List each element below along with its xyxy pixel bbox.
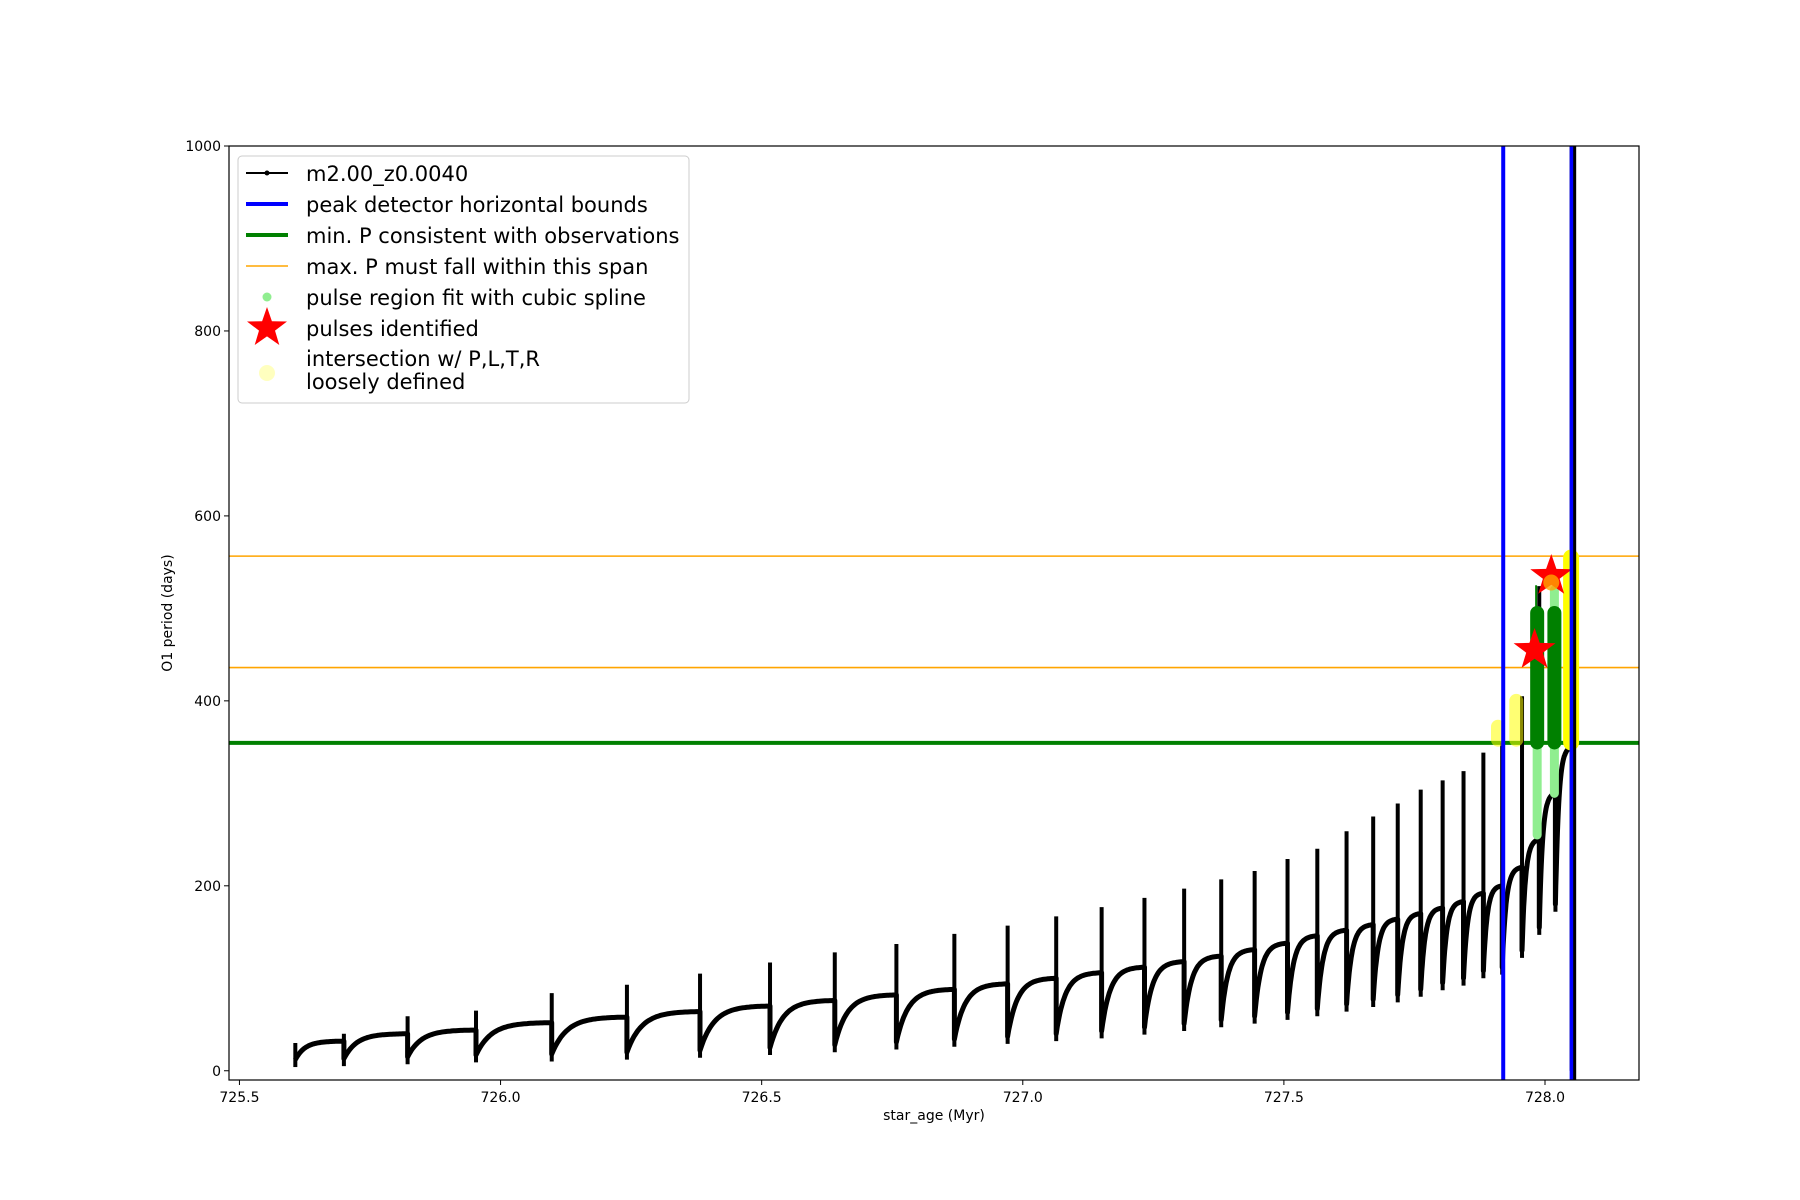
axis-ticks: 725.5 726.0 726.5 727.0 727.5 728.0 0 200 400 600… [185, 139, 1565, 1106]
series-curve [293, 744, 1574, 1062]
y-tick-label-1: 200 [194, 879, 221, 895]
legend-label-min-p: min. P consistent with observations [306, 224, 679, 248]
legend: m2.00_z0.0040 peak detector horizontal b… [237, 155, 690, 404]
x-tick-label-4: 727.5 [1264, 1090, 1304, 1106]
pulse-overlap [1543, 574, 1560, 591]
pulse-star-1 [1530, 554, 1573, 594]
legend-box [237, 155, 690, 404]
legend-label-intersection-1: intersection w/ P,L,T,R [306, 347, 540, 371]
legend-label-pulses: pulses identified [306, 317, 479, 341]
y-tick-label-5: 1000 [185, 139, 221, 155]
x-axis-label: star_age (Myr) [883, 1108, 985, 1124]
x-tick-label-1: 726.0 [481, 1090, 521, 1106]
x-tick-label-2: 726.5 [742, 1090, 782, 1106]
x-tick-label-0: 725.5 [219, 1090, 259, 1106]
legend-label-intersection-2: loosely defined [306, 370, 465, 394]
legend-marker-star [247, 307, 287, 345]
pulse-star-0 [1513, 628, 1556, 668]
legend-label-bounds: peak detector horizontal bounds [306, 193, 648, 217]
axes-frame [228, 145, 1640, 1081]
legend-label-spline: pulse region fit with cubic spline [306, 286, 646, 310]
y-axis-label: O1 period (days) [160, 554, 176, 671]
y-tick-label-2: 400 [194, 694, 221, 710]
x-tick-label-5: 728.0 [1525, 1090, 1565, 1106]
x-tick-label-3: 727.0 [1003, 1090, 1043, 1106]
y-tick-label-4: 800 [194, 324, 221, 340]
plot-area [229, 146, 1639, 1080]
y-tick-label-3: 600 [194, 509, 221, 525]
legend-marker-intersection [259, 365, 275, 381]
legend-label-max-p: max. P must fall within this span [306, 255, 648, 279]
plot-clip-group [229, 146, 1639, 1080]
legend-label-series: m2.00_z0.0040 [306, 162, 468, 187]
legend-marker-spline [262, 292, 272, 302]
y-tick-label-0: 0 [212, 1064, 221, 1080]
legend-marker-series [264, 170, 270, 176]
